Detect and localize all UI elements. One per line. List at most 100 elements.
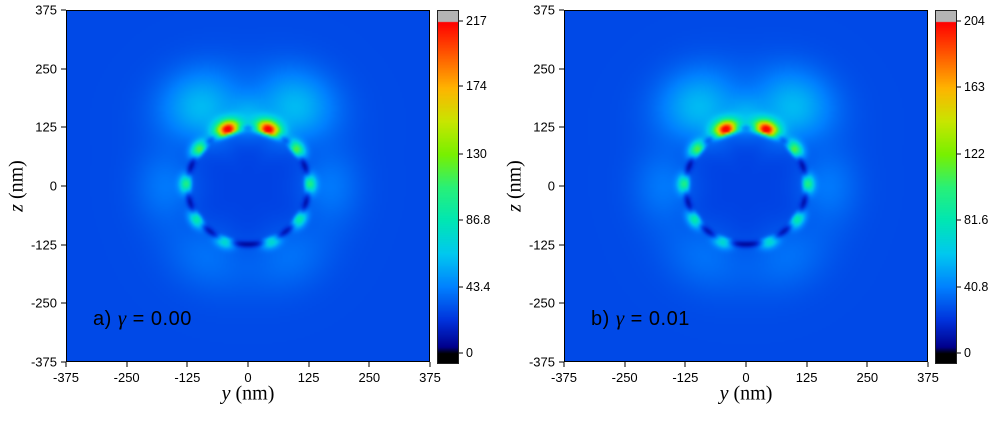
- colorbar-tick-mark: [459, 286, 463, 288]
- x-tick-mark: [368, 362, 370, 367]
- y-tick-label: 0: [49, 178, 57, 194]
- x-tick-label: 375: [917, 370, 939, 385]
- x-tick-label: 125: [795, 370, 818, 385]
- y-tick-mark: [61, 68, 66, 70]
- x-tick-mark: [624, 362, 626, 367]
- x-tick-mark: [927, 362, 929, 367]
- x-tick-label: 125: [297, 370, 320, 385]
- y-axis-unit: (nm): [5, 160, 28, 205]
- x-tick-mark: [429, 362, 431, 367]
- y-tick-label: -125: [528, 237, 555, 253]
- x-tick-label: -375: [52, 370, 80, 385]
- y-tick-label: -375: [30, 354, 57, 370]
- colorbar-tick-mark: [957, 86, 961, 88]
- colorbar-tick-mark: [957, 219, 961, 221]
- y-tick-mark: [61, 9, 66, 11]
- colorbar-tick-mark: [459, 20, 463, 22]
- x-tick-label: -250: [113, 370, 140, 385]
- x-tick-label: 250: [856, 370, 879, 385]
- y-axis-symbol: z: [503, 204, 526, 212]
- x-tick-mark: [806, 362, 808, 367]
- y-tick-label: 250: [35, 61, 57, 77]
- y-tick-label: -125: [30, 237, 57, 253]
- colorbar-tick-label: 81.6: [964, 213, 989, 228]
- y-tick-mark: [559, 9, 564, 11]
- x-tick-mark: [563, 362, 565, 367]
- panel-label-b: b) γ = 0.01: [591, 306, 690, 331]
- y-tick-mark: [559, 68, 564, 70]
- panel-label-prefix: a): [93, 308, 118, 330]
- colorbar-tick-label: 217: [466, 13, 487, 28]
- y-tick-label: 125: [533, 119, 555, 135]
- y-tick-label: 375: [35, 2, 57, 18]
- colorbar-tick-label: 43.4: [466, 279, 491, 294]
- panel-label-a: a) γ = 0.00: [93, 306, 192, 331]
- y-tick-label: -250: [30, 295, 57, 311]
- y-tick-label: 125: [35, 119, 57, 135]
- x-tick-label: 0: [244, 370, 252, 385]
- y-tick-mark: [559, 185, 564, 187]
- heatmap-canvas-a: [67, 11, 429, 361]
- y-tick-label: 0: [547, 178, 555, 194]
- x-tick-label: 250: [358, 370, 381, 385]
- y-tick-label: 250: [533, 61, 555, 77]
- colorbar-tick-label: 174: [466, 79, 487, 94]
- y-axis-title: z (nm): [504, 160, 527, 212]
- colorbar-tick-label: 0: [466, 346, 473, 361]
- colorbar-a: [437, 10, 459, 364]
- gamma-symbol: γ: [615, 306, 625, 330]
- colorbar-tick-label: 122: [964, 147, 985, 162]
- y-tick-mark: [559, 302, 564, 304]
- heatmap-plot-b: b) γ = 0.01: [564, 10, 928, 362]
- colorbar-b: [935, 10, 957, 364]
- heatmap-plot-a: a) γ = 0.00: [66, 10, 430, 362]
- colorbar-tick-mark: [459, 85, 463, 87]
- x-tick-mark: [684, 362, 686, 367]
- x-axis-symbol: y: [221, 382, 231, 405]
- y-tick-mark: [61, 302, 66, 304]
- colorbar-canvas-b: [936, 11, 956, 363]
- heatmap-canvas-b: [565, 11, 927, 361]
- colorbar-tick-mark: [459, 219, 463, 221]
- colorbar-tick-mark: [459, 153, 463, 155]
- colorbar-tick-label: 130: [466, 146, 487, 161]
- colorbar-tick-label: 0: [964, 346, 971, 361]
- y-tick-mark: [559, 126, 564, 128]
- colorbar-tick-mark: [459, 352, 463, 354]
- y-tick-mark: [61, 361, 66, 363]
- x-axis-title: y (nm): [222, 383, 275, 406]
- y-tick-mark: [61, 244, 66, 246]
- y-tick-mark: [559, 361, 564, 363]
- x-tick-mark: [65, 362, 67, 367]
- x-axis-unit: (nm): [230, 382, 275, 405]
- panel-b: z (nm) b) γ = 0.01 y (nm) -375 -250 -125 0 1…: [498, 0, 996, 421]
- x-tick-mark: [247, 362, 249, 367]
- x-tick-label: -375: [550, 370, 578, 385]
- panel-label-prefix: b): [591, 308, 616, 330]
- gamma-value: = 0.00: [126, 308, 192, 330]
- y-axis-unit: (nm): [503, 160, 526, 205]
- y-tick-mark: [559, 244, 564, 246]
- x-axis-title: y (nm): [720, 383, 773, 406]
- y-tick-mark: [61, 185, 66, 187]
- colorbar-canvas-a: [438, 11, 458, 363]
- colorbar-tick-mark: [957, 352, 961, 354]
- colorbar-tick-label: 163: [964, 80, 985, 95]
- colorbar-tick-label: 86.8: [466, 213, 491, 228]
- colorbar-tick-label: 204: [964, 13, 985, 28]
- x-tick-label: 0: [742, 370, 750, 385]
- x-tick-label: -125: [672, 370, 699, 385]
- colorbar-tick-mark: [957, 286, 961, 288]
- y-tick-label: 375: [533, 2, 555, 18]
- panel-a: z (nm) a) γ = 0.00 y (nm) -375 -250 -125 0 1…: [6, 2, 491, 406]
- x-tick-mark: [745, 362, 747, 367]
- y-tick-label: -375: [528, 354, 555, 370]
- y-axis-symbol: z: [5, 204, 28, 212]
- x-tick-label: -250: [611, 370, 638, 385]
- x-tick-label: 375: [419, 370, 441, 385]
- colorbar-tick-mark: [957, 20, 961, 22]
- x-axis-unit: (nm): [728, 382, 773, 405]
- gamma-value: = 0.01: [624, 308, 690, 330]
- y-axis-title: z (nm): [6, 160, 29, 212]
